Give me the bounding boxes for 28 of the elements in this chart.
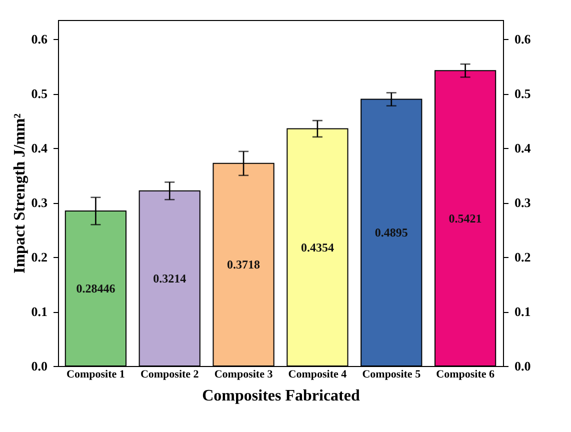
- data-label: 0.28446: [76, 282, 116, 296]
- y-axis-title: Impact Strength J/mm²: [11, 113, 28, 274]
- y-tick-label: 0.4: [31, 140, 48, 156]
- y-tick-label: 0.6: [31, 32, 48, 47]
- y2-tick-label: 0.2: [514, 250, 531, 265]
- data-label: 0.4895: [374, 226, 408, 240]
- y2-tick-label: 0.0: [514, 358, 531, 374]
- data-label: 0.3718: [227, 258, 260, 272]
- y-tick-label: 0.5: [31, 86, 48, 102]
- y2-tick-label: 0.5: [514, 86, 532, 102]
- y2-tick-label: 0.1: [514, 304, 531, 320]
- x-tick-label: Composite 6: [436, 368, 495, 380]
- y-tick-label: 0.2: [31, 250, 48, 265]
- y2-tick-label: 0.6: [514, 32, 532, 47]
- y-tick-label: 0.0: [31, 358, 48, 374]
- x-tick-label: Composite 1: [66, 368, 125, 380]
- y2-tick-label: 0.3: [514, 195, 532, 210]
- x-tick-label: Composite 2: [140, 368, 200, 380]
- x-tick-label: Composite 4: [288, 368, 348, 380]
- y2-tick-label: 0.4: [514, 140, 532, 156]
- x-axis-title: Composites Fabricated: [202, 388, 360, 404]
- x-tick-label: Composite 5: [362, 368, 422, 380]
- y-tick-label: 0.3: [31, 195, 48, 210]
- data-label: 0.5421: [448, 211, 482, 226]
- y-tick-label: 0.1: [31, 304, 48, 320]
- data-label: 0.4354: [300, 240, 334, 254]
- x-tick-label: Composite 3: [214, 368, 274, 380]
- data-label: 0.3214: [153, 271, 186, 286]
